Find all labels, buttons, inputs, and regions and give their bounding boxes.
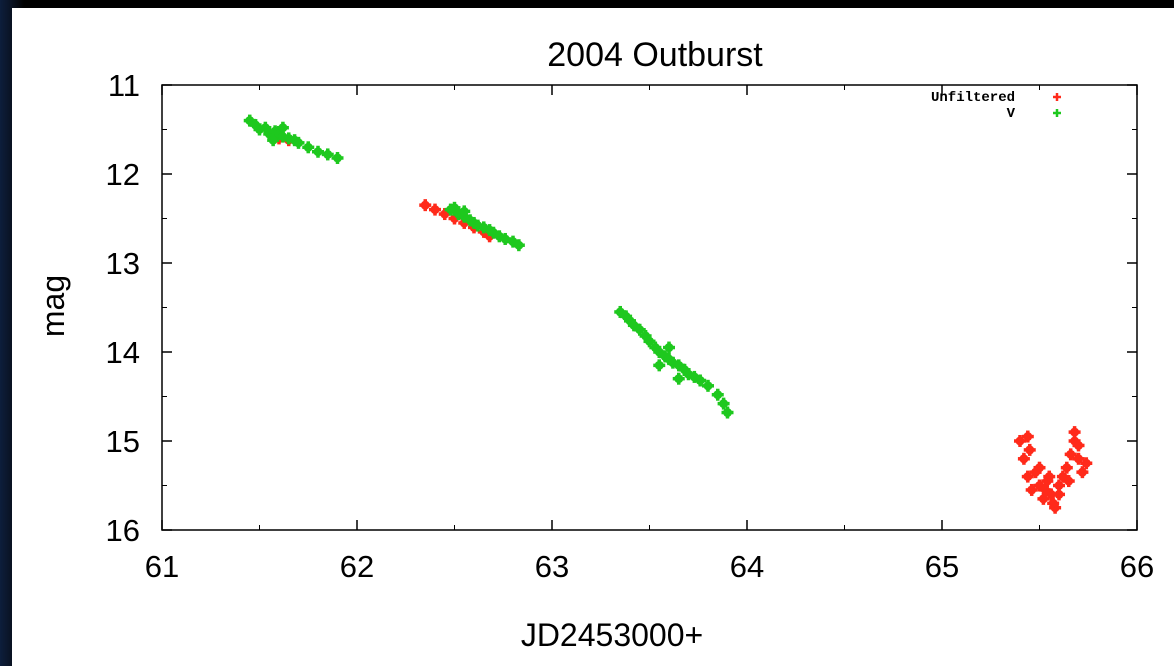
x-axis: 61 62 63 64 65 66 <box>145 85 1154 584</box>
chart-title: 2004 Outburst <box>547 36 763 74</box>
y-tick-label: 16 <box>106 513 140 548</box>
data-point <box>633 323 646 336</box>
data-point <box>1080 457 1093 470</box>
data-point <box>672 372 685 385</box>
data-point <box>702 379 714 392</box>
data-point <box>1076 466 1089 479</box>
data-point <box>276 121 289 134</box>
data-point <box>1017 452 1030 465</box>
data-point <box>1072 452 1085 465</box>
data-point <box>321 148 334 161</box>
data-point <box>1060 461 1073 474</box>
data-point <box>653 359 666 372</box>
y-axis: 11 12 13 14 15 16 <box>106 68 1137 548</box>
data-point <box>512 239 525 252</box>
data-point <box>429 203 441 216</box>
data-point <box>1021 430 1034 443</box>
x-tick-label: 65 <box>925 549 959 584</box>
data-point <box>1068 426 1081 439</box>
data-point <box>1033 461 1046 474</box>
x-tick-label: 63 <box>535 549 569 584</box>
scatter-plot: 2004 Outburst 61 62 63 64 65 66 111213141516 … <box>35 36 1154 653</box>
data-point <box>694 374 707 387</box>
y-tick-label: 14 <box>106 335 140 370</box>
data-point <box>1021 470 1034 483</box>
legend-swatch <box>1053 109 1061 117</box>
data-point <box>1023 443 1036 456</box>
data-points <box>243 114 1093 514</box>
data-point <box>1037 492 1050 505</box>
data-point <box>717 397 730 410</box>
legend-label: V <box>1007 106 1016 122</box>
data-point <box>292 136 305 149</box>
x-tick-label: 66 <box>1120 549 1154 584</box>
y-tick-label: 11 <box>108 68 140 103</box>
x-tick-label: 64 <box>730 549 764 584</box>
data-point <box>419 199 432 212</box>
data-point <box>267 134 280 147</box>
x-tick-label: 62 <box>340 549 374 584</box>
y-tick-label: 12 <box>106 157 140 192</box>
x-axis-label: JD2453000+ <box>521 617 703 653</box>
data-point <box>1039 483 1052 496</box>
data-point <box>711 388 724 401</box>
y-tick-label: 13 <box>106 246 140 281</box>
data-point <box>1043 470 1056 483</box>
legend-label: Unfiltered <box>931 90 1015 106</box>
data-point <box>331 151 344 164</box>
legend-swatch <box>1053 93 1061 101</box>
data-point <box>721 406 734 419</box>
y-tick-label: 15 <box>106 424 140 459</box>
data-point <box>302 141 315 154</box>
data-point <box>1053 488 1065 501</box>
series-v <box>243 114 734 419</box>
chart-panel: 2004 Outburst 61 62 63 64 65 66 11 12 13 14 15 16 … <box>12 8 1174 666</box>
data-point <box>312 145 324 158</box>
data-point <box>1064 448 1077 461</box>
x-tick-label: 61 <box>145 549 179 584</box>
data-point <box>1062 475 1075 488</box>
data-point <box>663 341 675 354</box>
plot-frame <box>161 84 1138 531</box>
data-point <box>643 335 656 348</box>
data-point <box>1014 435 1026 447</box>
data-point <box>1072 439 1085 452</box>
data-point <box>1047 497 1060 510</box>
y-axis-label: mag <box>35 275 71 337</box>
data-point <box>1025 483 1038 496</box>
data-point <box>458 205 471 218</box>
